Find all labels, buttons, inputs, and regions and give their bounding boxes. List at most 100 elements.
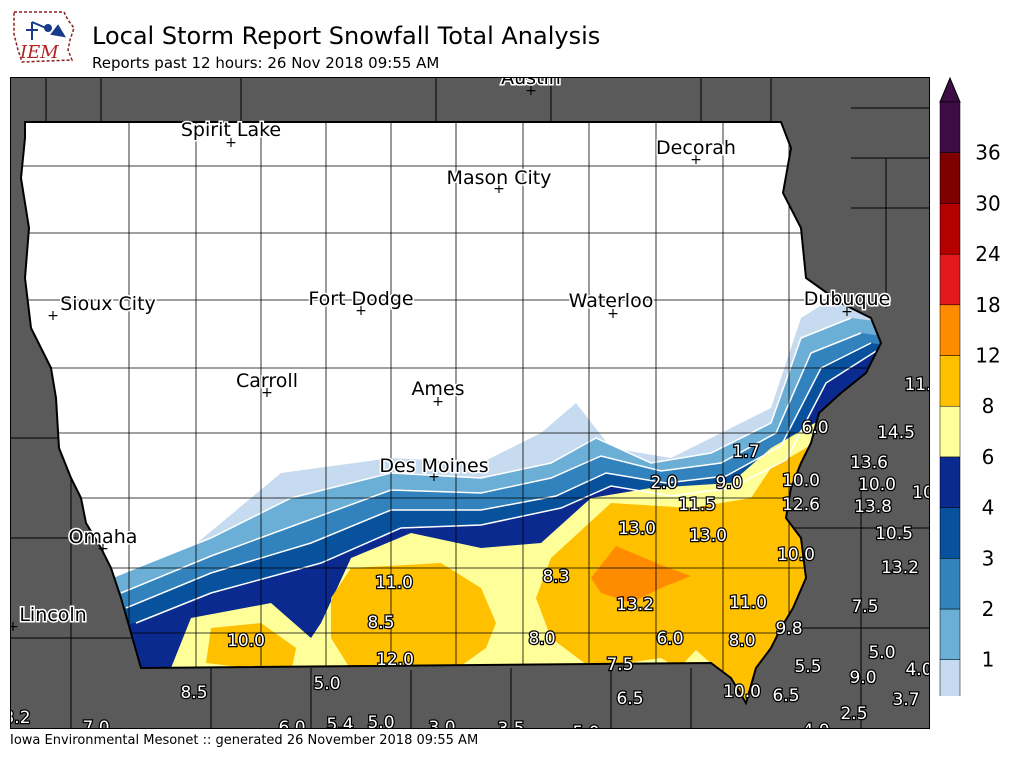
snowfall-contours: [21, 293, 881, 703]
city-carroll: +Carroll: [235, 369, 300, 402]
city-ames: +Ames: [410, 377, 466, 411]
snowfall-report-value: 10: [912, 483, 930, 503]
snowfall-report-value: 11.0: [375, 573, 413, 593]
iem-logo: IEM: [8, 6, 78, 68]
legend-swatch: [939, 456, 961, 508]
legend-tick-label: 3: [982, 546, 995, 570]
legend-tick-label: 24: [975, 242, 1000, 266]
snowfall-report-value: 13.2: [616, 595, 654, 615]
city-sioux-city: +Sioux City: [47, 292, 157, 325]
snowfall-report-value: 8.0: [728, 631, 755, 651]
snowfall-report-value: 9.0: [715, 473, 742, 493]
legend-swatch: [939, 507, 961, 559]
snowfall-report-value: 3.0: [428, 718, 455, 729]
city-waterloo: +Waterloo: [567, 289, 655, 323]
city-marker: +: [11, 619, 19, 635]
legend-colorbar: 0.011234681218243036: [938, 76, 1024, 736]
snowfall-report-value: 8.5: [367, 613, 394, 633]
city-austin: +Austin: [500, 78, 563, 99]
snowfall-report-value: 13.6: [850, 453, 888, 473]
snowfall-report-value: 8.5: [180, 683, 207, 703]
legend-tick-label: 12: [975, 344, 1000, 368]
city-marker: +: [432, 394, 444, 410]
snowfall-report-value: 8.0: [528, 629, 555, 649]
contour-8-southwest: [206, 623, 296, 673]
city-marker: +: [47, 308, 59, 324]
snowfall-report-value: 3.2: [11, 708, 31, 728]
legend-swatch: [939, 253, 961, 306]
snowfall-report-value: 11.: [904, 375, 930, 395]
snowfall-report-value: 5.0: [313, 674, 340, 694]
page-subtitle: Reports past 12 hours: 26 Nov 2018 09:55…: [92, 54, 440, 72]
city-marker: +: [690, 152, 702, 168]
snowfall-report-value: 5.0: [868, 643, 895, 663]
snowfall-report-value: 4.0: [905, 660, 930, 680]
legend-tick-label: 36: [975, 141, 1000, 165]
snowfall-report-value: 12.6: [782, 495, 820, 515]
city-label: Sioux City: [60, 293, 156, 315]
snowfall-report-value: 1.7: [732, 442, 759, 462]
city-marker: +: [841, 304, 853, 320]
legend-swatch: [939, 659, 961, 711]
snowfall-report-value: 2.0: [650, 473, 677, 493]
snowfall-report-value: 9.8: [775, 619, 802, 639]
legend-swatch: [939, 203, 961, 255]
city-marker: +: [428, 469, 440, 485]
city-label: Austin: [501, 78, 561, 89]
legend-tick-label: 30: [975, 191, 1000, 215]
snowfall-report-value: 11.0: [729, 593, 767, 613]
snowfall-report-value: 6.0: [656, 629, 683, 649]
snowfall-report-value: 8.3: [542, 567, 569, 587]
legend-swatch: [939, 304, 961, 356]
city-label: Ames: [411, 378, 464, 400]
city-des-moines: +Des Moines: [378, 454, 490, 486]
snowfall-report-value: 9.0: [849, 668, 876, 688]
legend-swatch: [939, 101, 961, 153]
snowfall-map: + Austin + Spirit Lake + Decorah + Mason City + S…: [10, 77, 930, 729]
snowfall-report-value: 6.5: [772, 686, 799, 706]
snowfall-report-value: 12.0: [376, 650, 414, 670]
logo-text: IEM: [19, 42, 59, 63]
city-marker: +: [525, 83, 537, 99]
snowfall-report-value: 7.5: [851, 597, 878, 617]
city-marker: +: [225, 135, 237, 151]
legend-swatch: [939, 608, 961, 660]
city-decorah: +Decorah: [655, 136, 738, 169]
legend-swatch: [939, 152, 961, 204]
snowfall-report-value: 6.0: [801, 418, 828, 438]
city-label: Waterloo: [569, 290, 654, 312]
city-marker: +: [493, 181, 505, 197]
snowfall-report-value: 14.5: [877, 423, 915, 443]
city-label: Dubuque: [804, 288, 891, 310]
city-spirit-lake: +Spirit Lake: [179, 118, 282, 152]
snowfall-report-value: 3.5: [497, 719, 524, 729]
legend-swatch: [939, 558, 961, 610]
city-marker: +: [261, 385, 273, 401]
legend-max-arrow: [939, 76, 961, 103]
page-title: Local Storm Report Snowfall Total Analys…: [92, 22, 601, 50]
snowfall-report-value: 10.0: [858, 475, 896, 495]
snowfall-report-value: 10.5: [875, 524, 913, 544]
city-label: Mason City: [447, 167, 552, 189]
city-mason-city: +Mason City: [445, 166, 553, 198]
city-label: Carroll: [236, 370, 298, 392]
snowfall-report-value: 11.5: [678, 495, 716, 515]
snowfall-report-value: 10.0: [227, 631, 265, 651]
city-label: Lincoln: [19, 604, 86, 626]
footer-credit: Iowa Environmental Mesonet :: generated …: [10, 733, 479, 748]
snowfall-report-value: 13.0: [689, 526, 727, 546]
snowfall-report-value: 4.0: [802, 721, 829, 729]
city-label: Fort Dodge: [308, 288, 413, 310]
snowfall-report-value: 7.5: [606, 655, 633, 675]
city-fort-dodge: +Fort Dodge: [307, 287, 415, 320]
snowfall-report-value: 5.0: [367, 713, 394, 729]
city-marker: +: [355, 303, 367, 319]
legend-tick-label: 1: [982, 648, 995, 672]
city-label: Spirit Lake: [181, 119, 281, 141]
legend-swatch: [939, 405, 961, 458]
contour-12: [591, 546, 691, 603]
snowfall-report-value: 7.0: [82, 718, 109, 729]
snowfall-report-value: 10.0: [782, 471, 820, 491]
legend-tick-label: 18: [975, 293, 1000, 317]
report-layer: 11.6.0 14.51.713.62.0 9.0 10.0 10.012.6 13.81…: [11, 374, 930, 729]
